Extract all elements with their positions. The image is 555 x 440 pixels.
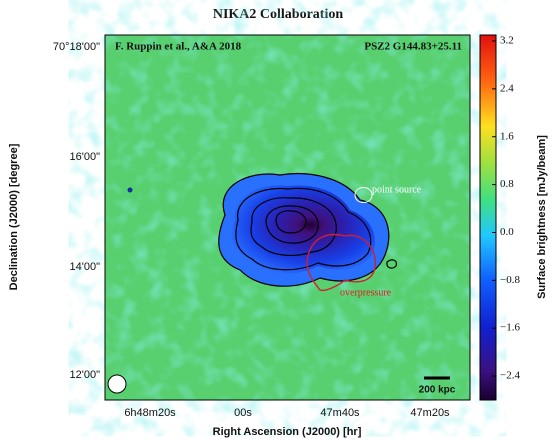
x-tick-label: 47m20s xyxy=(410,407,450,419)
colorbar-tick-label: 2.4 xyxy=(500,82,514,94)
colorbar-label: Surface brightness [mJy/beam] xyxy=(536,135,548,299)
sky-map xyxy=(105,35,470,400)
colorbar-tick-label: 0.8 xyxy=(500,178,514,190)
scale-bar-label: 200 kpc xyxy=(419,385,456,396)
y-axis-label: Declination (J2000) [degree] xyxy=(8,143,20,290)
colorbar-tick-label: −1.6 xyxy=(500,322,520,334)
colorbar-tick-label: 1.6 xyxy=(500,130,514,142)
colorbar-tick-label: 0.0 xyxy=(500,226,514,238)
y-tick-label: 16'00" xyxy=(70,151,101,163)
x-axis-label: Right Ascension (J2000) [hr] xyxy=(213,426,362,438)
x-tick-label: 6h48m20s xyxy=(124,407,176,419)
point-source-label: point source xyxy=(372,184,422,195)
y-tick-label: 14'00" xyxy=(70,261,101,273)
y-tick-label: 70°18'00" xyxy=(53,41,100,53)
overpressure-label: overpressure xyxy=(340,287,392,298)
target-name: PSZ2 G144.83+25.11 xyxy=(364,41,462,53)
x-tick-label: 00s xyxy=(234,407,252,419)
colorbar-tick-label: −2.4 xyxy=(500,370,520,382)
figure: NIKA2 Collaboration F. Ruppin et al., A&… xyxy=(0,0,555,440)
x-tick-label: 47m40s xyxy=(320,407,360,419)
colorbar xyxy=(480,35,496,400)
credit: F. Ruppin et al., A&A 2018 xyxy=(115,41,242,53)
y-tick-label: 12'00" xyxy=(70,369,101,381)
colorbar-tick-label: 3.2 xyxy=(500,35,514,47)
chart-title: NIKA2 Collaboration xyxy=(213,7,344,22)
colorbar-tick-label: −0.8 xyxy=(500,274,520,286)
